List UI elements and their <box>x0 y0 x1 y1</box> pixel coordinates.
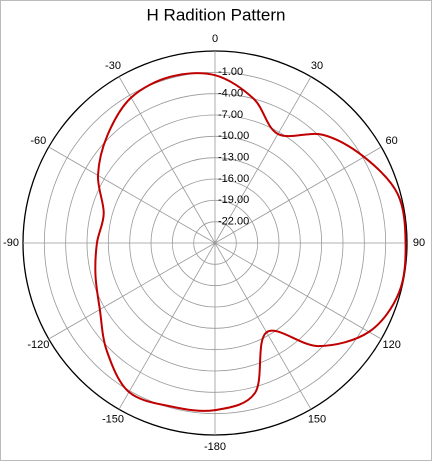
angle-tick-label: -30 <box>105 60 121 72</box>
angle-tick-label: 120 <box>382 339 400 351</box>
grid-spoke <box>214 76 312 244</box>
chart-title: H Radition Pattern <box>147 5 286 24</box>
angle-tick-label: -150 <box>102 414 124 426</box>
r-tick-label: -10.00 <box>218 130 249 142</box>
grid-spoke <box>48 242 216 340</box>
grid-spoke <box>118 242 216 410</box>
angle-tick-label: 0 <box>212 33 218 45</box>
angle-tick-label: -120 <box>27 339 49 351</box>
grid-spoke <box>48 146 216 244</box>
r-tick-label: -13.00 <box>218 152 249 164</box>
r-tick-label: -7.00 <box>218 109 243 121</box>
r-tick-label: -1.00 <box>218 66 243 78</box>
r-tick-label: -19.00 <box>218 194 249 206</box>
angle-tick-label: -60 <box>30 135 46 147</box>
angle-tick-label: 90 <box>413 237 425 249</box>
pattern-line <box>94 72 407 412</box>
r-tick-label: -4.00 <box>218 88 243 100</box>
r-tick-label: -16.00 <box>218 173 249 185</box>
grid-spoke <box>214 242 382 340</box>
grid-spoke <box>214 146 382 244</box>
grid-spoke <box>214 242 312 410</box>
angle-tick-label: -90 <box>3 237 19 249</box>
grid-spoke <box>118 76 216 244</box>
angle-tick-label: 30 <box>311 60 323 72</box>
angle-tick-label: 150 <box>308 414 326 426</box>
r-tick-label: -22.00 <box>218 216 249 228</box>
angle-tick-label: -180 <box>204 441 226 453</box>
angle-tick-label: 60 <box>386 135 398 147</box>
